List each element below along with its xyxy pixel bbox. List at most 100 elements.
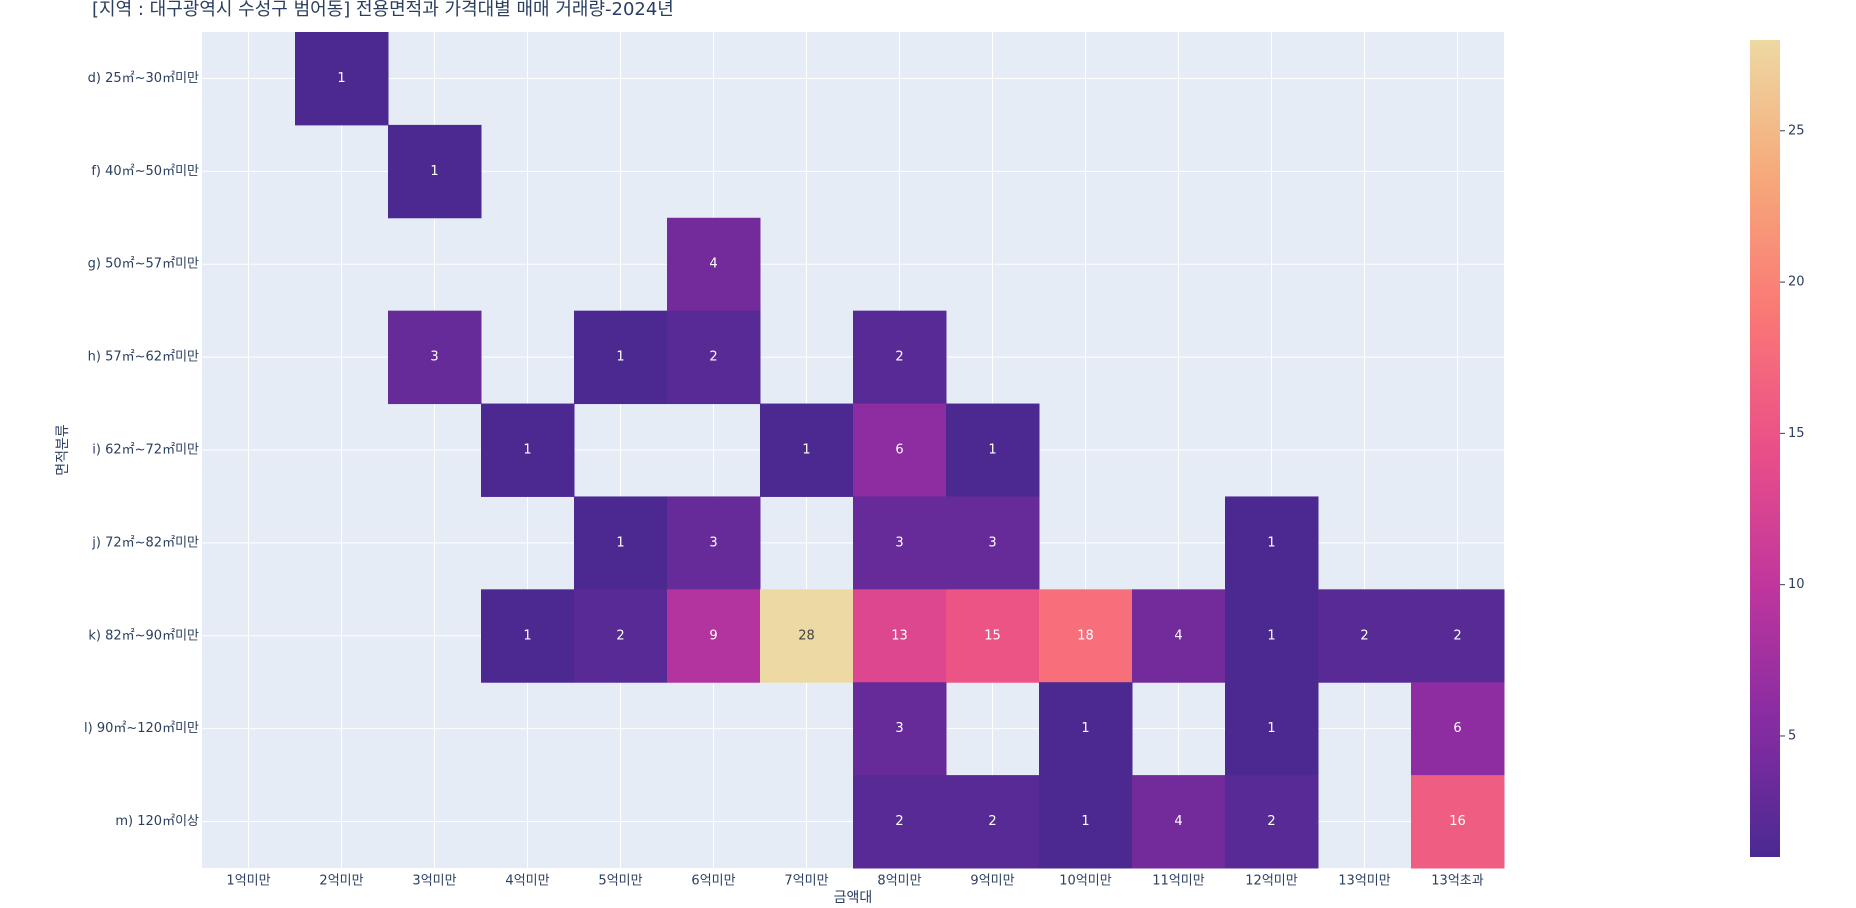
heatmap-cell <box>760 403 854 497</box>
heatmap-cell <box>574 310 668 405</box>
cell-label: 1 <box>523 628 531 643</box>
heatmap-cell <box>1225 496 1319 590</box>
heatmap-cell <box>1411 775 1505 869</box>
colorbar-tick-label: 10 <box>1788 577 1805 592</box>
cell-label: 1 <box>1267 535 1275 550</box>
colorbar-tick-label: 25 <box>1788 123 1805 138</box>
cell-label: 18 <box>1077 628 1094 643</box>
heatmap-cell <box>946 775 1040 869</box>
cell-label: 1 <box>523 443 531 458</box>
heatmap-cell <box>946 496 1040 590</box>
x-tick-label: 11억미만 <box>1152 874 1204 889</box>
y-tick-label: l) 90㎡~120㎡미만 <box>84 721 199 736</box>
cell-label: 13 <box>891 628 908 643</box>
x-tick-label: 13억초과 <box>1431 874 1483 889</box>
cell-label: 4 <box>1174 814 1182 829</box>
cell-label: 15 <box>984 628 1001 643</box>
heatmap-cell <box>574 589 668 683</box>
cell-label: 3 <box>709 535 717 550</box>
x-tick-label: 2억미만 <box>319 874 363 889</box>
cell-label: 6 <box>895 443 903 458</box>
heatmap-cell <box>1225 682 1319 776</box>
y-tick-label: d) 25㎡~30㎡미만 <box>88 71 199 86</box>
x-tick-label: 8억미만 <box>877 874 921 889</box>
cell-label: 3 <box>895 535 903 550</box>
x-tick-label: 4억미만 <box>505 874 549 889</box>
heatmap-cell <box>853 589 947 683</box>
heatmap-cell <box>760 589 854 683</box>
cell-label: 1 <box>430 164 438 179</box>
x-tick-label: 6억미만 <box>691 874 735 889</box>
heatmap-cell <box>853 403 947 497</box>
cell-label: 2 <box>1360 628 1368 643</box>
cell-label: 1 <box>616 535 624 550</box>
colorbar <box>1750 40 1780 857</box>
x-tick-label: 12억미만 <box>1245 874 1297 889</box>
cell-label: 4 <box>709 257 717 272</box>
cell-label: 2 <box>616 628 624 643</box>
cell-label: 9 <box>709 628 717 643</box>
cell-label: 1 <box>616 350 624 365</box>
colorbar-tick-label: 15 <box>1788 426 1805 441</box>
y-tick-label: j) 72㎡~82㎡미만 <box>91 535 199 550</box>
cell-label: 2 <box>1267 814 1275 829</box>
cell-label: 6 <box>1453 721 1461 736</box>
x-tick-label: 7억미만 <box>784 874 828 889</box>
x-tick-label: 3억미만 <box>412 874 456 889</box>
y-tick-label: g) 50㎡~57㎡미만 <box>88 257 199 272</box>
y-tick-label: k) 82㎡~90㎡미만 <box>88 628 199 643</box>
cell-label: 2 <box>895 350 903 365</box>
y-tick-label: i) 62㎡~72㎡미만 <box>92 443 199 458</box>
cell-label: 3 <box>430 350 438 365</box>
cell-label: 1 <box>988 443 996 458</box>
heatmap-cell <box>1411 589 1505 683</box>
cell-label: 2 <box>709 350 717 365</box>
y-tick-label: m) 120㎡이상 <box>115 814 199 829</box>
heatmap-cell <box>853 775 947 869</box>
cell-label: 1 <box>1081 814 1089 829</box>
heatmap-cell <box>853 310 947 405</box>
cell-label: 1 <box>1267 628 1275 643</box>
heatmap-cell <box>1225 589 1319 683</box>
x-axis-title: 금액대 <box>834 890 873 906</box>
cell-label: 4 <box>1174 628 1182 643</box>
colorbar-tick-label: 20 <box>1788 275 1805 290</box>
cell-label: 3 <box>988 535 996 550</box>
cell-label: 28 <box>798 628 815 643</box>
cell-label: 2 <box>988 814 996 829</box>
y-axis-title: 면적분류 <box>55 424 71 476</box>
heatmap-cell <box>667 496 761 590</box>
heatmap-cell <box>946 589 1040 683</box>
heatmap-cell <box>853 682 947 776</box>
heatmap-cell <box>295 32 389 126</box>
heatmap-cell <box>1318 589 1412 683</box>
heatmap-cell <box>667 310 761 405</box>
heatmap-cell <box>667 217 761 312</box>
x-tick-label: 5억미만 <box>598 874 642 889</box>
heatmap-cell <box>481 403 575 497</box>
heatmap-cell <box>1132 589 1226 683</box>
heatmap-cell <box>1411 682 1505 776</box>
cell-label: 2 <box>895 814 903 829</box>
heatmap-cell <box>388 124 482 219</box>
x-tick-label: 10억미만 <box>1059 874 1111 889</box>
heatmap-cell <box>1039 589 1133 683</box>
heatmap-cell <box>667 589 761 683</box>
cell-label: 1 <box>1081 721 1089 736</box>
cell-label: 1 <box>1267 721 1275 736</box>
y-tick-label: h) 57㎡~62㎡미만 <box>88 350 199 365</box>
x-tick-label: 1억미만 <box>226 874 270 889</box>
heatmap-cell <box>1132 775 1226 869</box>
heatmap-cell <box>1039 775 1133 869</box>
heatmap-cell <box>481 589 575 683</box>
heatmap-cell <box>1225 775 1319 869</box>
cell-label: 16 <box>1449 814 1466 829</box>
x-tick-label: 13억미만 <box>1338 874 1390 889</box>
cell-label: 1 <box>802 443 810 458</box>
heatmap-cell <box>946 403 1040 497</box>
x-tick-label: 9억미만 <box>970 874 1014 889</box>
heatmap-cell <box>388 310 482 405</box>
heatmap-cell <box>1039 682 1133 776</box>
y-tick-label: f) 40㎡~50㎡미만 <box>91 164 199 179</box>
